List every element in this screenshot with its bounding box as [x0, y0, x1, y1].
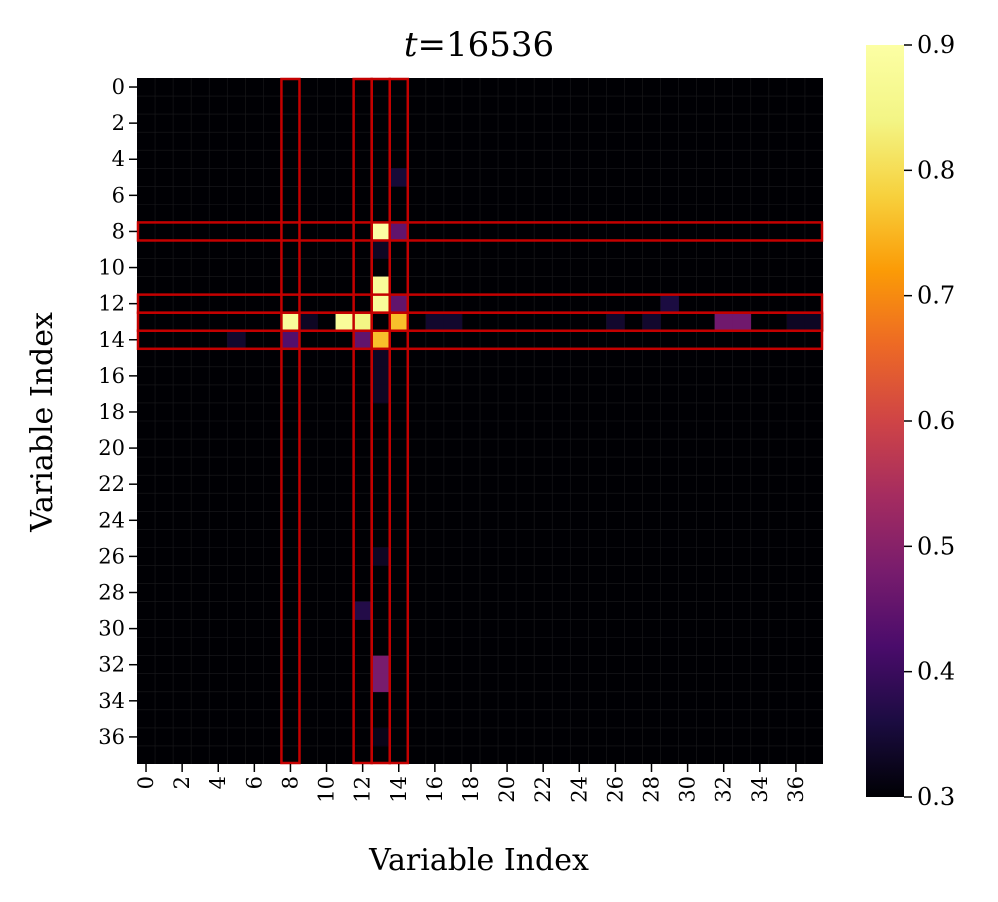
heatmap-cell — [371, 222, 391, 241]
x-tick-label: 14 — [387, 776, 411, 803]
heatmap-cell — [371, 655, 391, 675]
y-tick-label: 20 — [98, 436, 125, 460]
heatmap-cell — [642, 312, 661, 332]
heatmap-cell — [786, 312, 806, 332]
x-tick-label: 6 — [242, 776, 266, 789]
y-tick-label: 22 — [98, 472, 125, 496]
y-tick-label: 4 — [112, 147, 125, 171]
heatmap-cell — [281, 312, 300, 332]
heatmap-cell — [425, 312, 445, 332]
x-tick-label: 10 — [315, 776, 339, 803]
colorbar-ticks: 0.3 0.4 0.5 0.6 0.7 0.8 0.9 — [904, 31, 955, 811]
heatmap-cell — [660, 294, 679, 313]
heatmap-cell — [804, 312, 824, 332]
x-tick-label: 36 — [784, 776, 808, 803]
x-tick-label: 22 — [531, 776, 555, 803]
heatmap-cell — [389, 222, 409, 241]
y-tick-label: 28 — [98, 581, 125, 605]
heatmap-cell-grid — [137, 78, 823, 764]
colorbar-tick-label: 0.9 — [917, 31, 955, 59]
x-tick-label: 18 — [459, 776, 483, 803]
heatmap-cell — [732, 312, 752, 332]
colorbar-tick-label: 0.7 — [917, 282, 955, 310]
heatmap-cell — [371, 240, 391, 259]
y-tick-label: 0 — [112, 75, 125, 99]
heatmap-cell — [443, 312, 463, 332]
y-tick-label: 36 — [98, 725, 125, 749]
x-axis-label: Variable Index — [368, 843, 589, 878]
x-tick-label: 20 — [495, 776, 519, 803]
colorbar-tick-label: 0.5 — [917, 532, 955, 560]
title-value: =16536 — [418, 25, 555, 65]
y-axis-label: Variable Index — [25, 312, 60, 533]
heatmap-cell — [371, 294, 391, 313]
y-tick-label: 8 — [112, 219, 125, 243]
x-tick-label: 12 — [351, 776, 375, 803]
x-tick-label: 30 — [676, 776, 700, 803]
x-tick-label: 0 — [134, 776, 158, 789]
heatmap-cell — [389, 312, 409, 332]
heatmap-cell — [353, 330, 372, 350]
heatmap-cell — [371, 330, 391, 350]
highlight-col-box — [388, 77, 410, 765]
colorbar-gradient — [866, 45, 904, 797]
heatmap-cell — [371, 727, 391, 747]
colorbar-tick-label: 0.8 — [917, 156, 955, 184]
x-tick-label: 16 — [423, 776, 447, 803]
y-tick-label: 14 — [98, 328, 125, 352]
y-tick-label: 18 — [98, 400, 125, 424]
y-tick-label: 34 — [98, 689, 125, 713]
heatmap-cell — [389, 294, 409, 313]
heatmap-cell — [299, 312, 318, 332]
heatmap-cell — [714, 312, 734, 332]
heatmap-cell — [335, 312, 354, 332]
chart-title: t=16536 — [404, 25, 554, 65]
y-tick-label: 30 — [98, 617, 125, 641]
x-tick-label: 28 — [640, 776, 664, 803]
colorbar-tick-label: 0.6 — [917, 407, 955, 435]
heatmap-cell — [389, 168, 409, 187]
y-tick-label: 6 — [112, 183, 125, 207]
x-tick-label: 32 — [712, 776, 736, 803]
heatmap-cell — [371, 673, 391, 693]
x-tick-label: 2 — [170, 776, 194, 789]
y-tick-label: 26 — [98, 544, 125, 568]
y-tick-label: 12 — [98, 292, 125, 316]
x-tick-label: 8 — [278, 776, 302, 789]
heatmap-cell — [227, 330, 246, 350]
title-variable: t — [404, 25, 418, 65]
heatmap-cell — [371, 276, 391, 295]
x-tick-label: 34 — [748, 776, 772, 803]
heatmap-cell — [353, 312, 372, 332]
y-tick-label: 24 — [98, 508, 125, 532]
heatmap-cell — [371, 348, 391, 368]
colorbar-tick-label: 0.4 — [917, 658, 955, 686]
highlight-col-box — [280, 77, 301, 765]
highlight-row-box — [136, 221, 824, 242]
colorbar — [866, 45, 904, 797]
y-tick-label: 16 — [98, 364, 125, 388]
highlight-row-box — [136, 329, 824, 351]
heatmap-cell — [606, 312, 625, 332]
y-tick-label: 2 — [112, 111, 125, 135]
heatmap-cells — [227, 168, 824, 747]
x-tick-label: 24 — [567, 776, 591, 803]
heatmap-cell — [371, 366, 391, 386]
heatmap-cell — [353, 601, 372, 620]
x-axis: 0 2 4 6 8 10 12 14 16 18 20 22 24 26 28 30 32 34 36 — [134, 764, 808, 803]
highlight-boxes — [136, 77, 824, 765]
colorbar-tick-label: 0.3 — [917, 783, 955, 811]
heatmap-cell — [371, 384, 391, 404]
x-tick-label: 26 — [603, 776, 627, 803]
x-tick-label: 4 — [206, 776, 230, 789]
heatmap-cell — [371, 547, 391, 566]
y-tick-label: 10 — [98, 256, 125, 280]
y-tick-label: 32 — [98, 653, 125, 677]
heatmap-cell — [281, 330, 300, 350]
